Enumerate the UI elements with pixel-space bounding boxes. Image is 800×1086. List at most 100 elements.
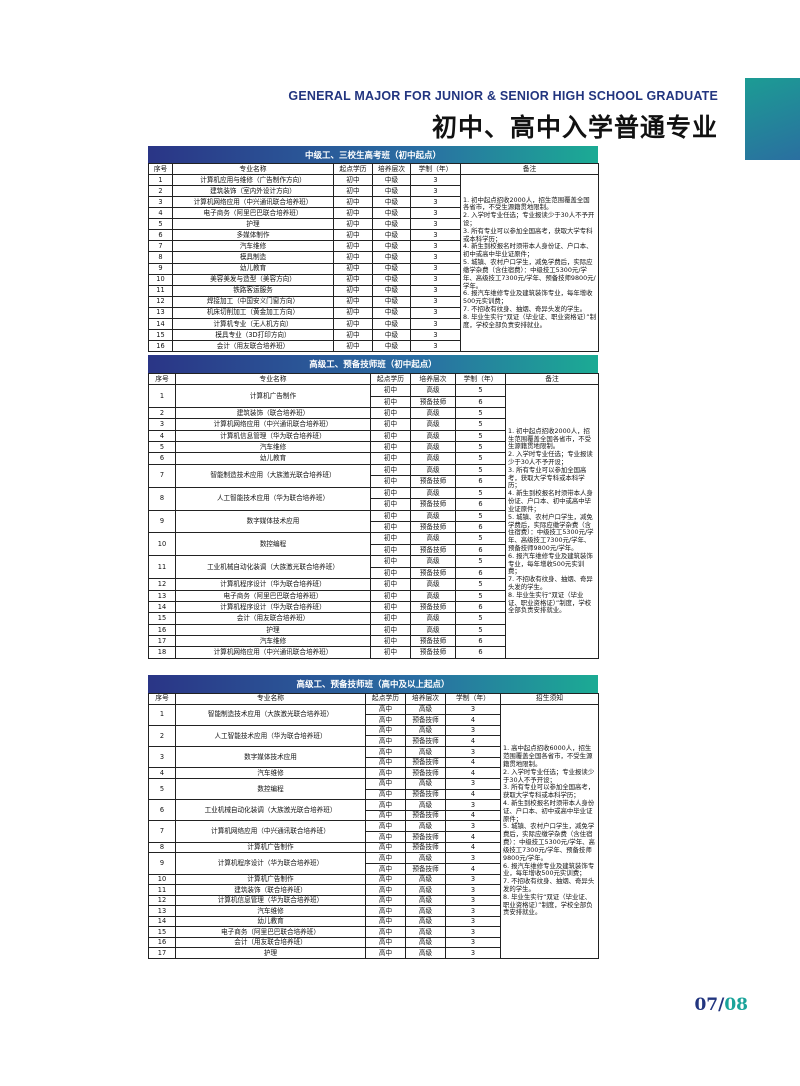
start-education: 初中 <box>370 452 411 465</box>
duration: 3 <box>410 251 461 264</box>
major-name: 汽车维修 <box>175 767 366 779</box>
training-level: 中级 <box>372 229 411 242</box>
training-level: 高级 <box>405 724 446 737</box>
major-name: 计算机广告制作 <box>175 841 366 854</box>
row: 4 计算机信息管理（华为联合培养班） 初中 高级 5 <box>148 429 599 443</box>
table: 序号 专业名称 起点学历 培养层次 学制（年） 招生须知 1 智能制造技术应用（大族激光联合培… <box>148 693 599 959</box>
duration: 3 <box>410 218 461 231</box>
note: 4. 新生到校报名时须带本人身份证、户口本、初中或高中毕业证原件； <box>503 799 595 823</box>
training-level: 预备技师 <box>410 566 456 580</box>
start-education: 高中 <box>365 714 406 726</box>
start-education: 初中 <box>333 207 373 220</box>
row: 9 幼儿教育 初中 中级 3 <box>148 262 599 275</box>
training-level: 预备技师 <box>405 788 446 801</box>
major-name: 电子商务（阿里巴巴联合培养班） <box>175 589 371 603</box>
note: 6. 报汽车维修专业及建筑装饰专业，每年增收500元实训费； <box>508 551 593 576</box>
note: 3. 所有专业可以参加全国高考，获取大学专科或本科学历； <box>503 783 595 800</box>
row: 2 人工智能技术应用（华为联合培养班） 高中 高级 3 <box>148 724 599 747</box>
training-level: 预备技师 <box>410 601 456 614</box>
start-education: 初中 <box>370 589 411 603</box>
major-name: 人工智能技术应用（华为联合培养班） <box>175 486 371 511</box>
major-name: 汽车维修 <box>175 635 371 648</box>
note: 5. 城镇、农村户口学生，减免学费后，实际应缴学杂费（含住宿费）：中级技工530… <box>508 512 594 552</box>
row: 3 数字媒体技术应用 高中 高级 3 <box>148 745 599 769</box>
major-name: 幼儿教育 <box>172 262 334 275</box>
row-number: 11 <box>148 284 173 297</box>
row: 7 汽车维修 初中 中级 3 <box>148 240 599 253</box>
row-number: 2 <box>148 407 176 420</box>
major-name: 模具专业（3D打印方向） <box>172 328 334 341</box>
training-level: 中级 <box>372 273 411 286</box>
title-cn: 初中、高中入学普通专业 <box>431 113 718 142</box>
training-level: 中级 <box>372 207 411 220</box>
duration: 3 <box>445 905 501 917</box>
start-education: 高中 <box>365 905 406 917</box>
duration: 3 <box>445 745 501 758</box>
page-current: 07/ <box>694 995 725 1015</box>
row-number: 13 <box>148 905 176 917</box>
training-level: 高级 <box>405 915 446 928</box>
start-education: 初中 <box>370 384 411 397</box>
row-number: 6 <box>148 452 176 465</box>
row-number: 7 <box>148 240 173 253</box>
start-education: 高中 <box>365 873 406 886</box>
training-level: 预备技师 <box>410 498 456 511</box>
start-education: 初中 <box>333 273 373 286</box>
major-name: 建筑装饰（联合培养班） <box>175 884 366 896</box>
training-level: 中级 <box>372 196 411 209</box>
note: 8. 毕业生实行“双证（毕业证、职业资格证）”制度，学校全部负责安排就业。 <box>508 590 592 615</box>
duration: 6 <box>455 521 506 534</box>
major-name: 汽车维修 <box>175 441 371 454</box>
row: 1 智能制造技术应用（大族激光联合培养班） 高中 高级 3 1. 高中起点招收6000人，… <box>148 703 599 959</box>
row-number: 4 <box>148 207 173 220</box>
row: 10 数控编程 初中 高级 5 <box>148 532 599 557</box>
duration: 3 <box>410 273 461 286</box>
duration: 5 <box>455 452 506 465</box>
duration: 3 <box>445 873 501 886</box>
note: 8. 毕业生实行“双证（毕业证、职业资格证）”制度，学校全部负责安排就业。 <box>463 312 596 329</box>
duration: 4 <box>445 714 501 726</box>
duration: 5 <box>455 612 506 625</box>
major-name: 计算机网络应用（中兴通讯联合培养班） <box>175 820 366 843</box>
row-number: 7 <box>148 820 176 843</box>
duration: 6 <box>455 601 506 614</box>
training-level: 高级 <box>410 532 456 546</box>
table-title-bar: 中级工、三校生高考班（初中起点） <box>148 146 598 163</box>
row: 10 计算机广告制作 高中 高级 3 <box>148 873 599 886</box>
note: 7. 不招收有纹身、抽烟、奇异头发的学生。 <box>503 877 595 893</box>
start-education: 高中 <box>365 820 406 833</box>
training-level: 高级 <box>405 820 446 833</box>
start-education: 初中 <box>370 566 411 580</box>
start-education: 初中 <box>333 295 373 308</box>
training-level: 中级 <box>372 185 411 198</box>
duration: 5 <box>455 441 506 454</box>
start-education: 初中 <box>333 251 373 264</box>
training-level: 高级 <box>410 578 456 591</box>
training-level: 高级 <box>410 384 456 397</box>
duration: 3 <box>410 295 461 308</box>
note: 2. 入学时专业任选；专业报读少于30人不予开设； <box>463 211 595 228</box>
row-number: 17 <box>148 947 176 959</box>
training-level: 中级 <box>372 328 411 341</box>
start-education: 初中 <box>370 463 411 477</box>
duration: 5 <box>455 555 506 568</box>
start-education: 高中 <box>365 788 406 801</box>
row: 13 电子商务（阿里巴巴联合培养班） 初中 高级 5 <box>148 589 599 603</box>
row: 1 计算机应用与维修（广告制作方向） 初中 中级 3 1. 初中起点招收2000人，招生范… <box>148 173 599 352</box>
note: 8. 毕业生实行“双证（毕业证、职业资格证）”制度，学校全部负责安排就业。 <box>503 892 593 917</box>
training-level: 预备技师 <box>405 841 446 854</box>
row: 初中 预备技师 6 <box>149 395 599 409</box>
row-number: 2 <box>148 724 176 747</box>
row-number: 13 <box>148 589 176 603</box>
column-header: 专业名称 <box>175 372 371 386</box>
training-level: 高级 <box>405 884 446 896</box>
header-row: 序号 专业名称 起点学历 培养层次 学制（年） 招生须知 <box>148 693 599 705</box>
row-number: 1 <box>148 703 176 726</box>
start-education: 初中 <box>370 395 411 409</box>
column-header: 招生须知 <box>500 693 599 705</box>
duration: 3 <box>445 936 501 949</box>
note: 5. 城镇、农村户口学生，减免学费后，实际应缴学杂费（含住宿费）：中级技工530… <box>503 822 595 862</box>
row-number: 5 <box>148 218 173 231</box>
table-section: 中级工、三校生高考班（初中起点） 序号 专业名称 起点学历 培养层次 学制（年） 备注 1 计算… <box>148 146 599 353</box>
note: 3. 所有专业可以参加全国高考，获取大学专科或本科学历； <box>508 465 587 490</box>
